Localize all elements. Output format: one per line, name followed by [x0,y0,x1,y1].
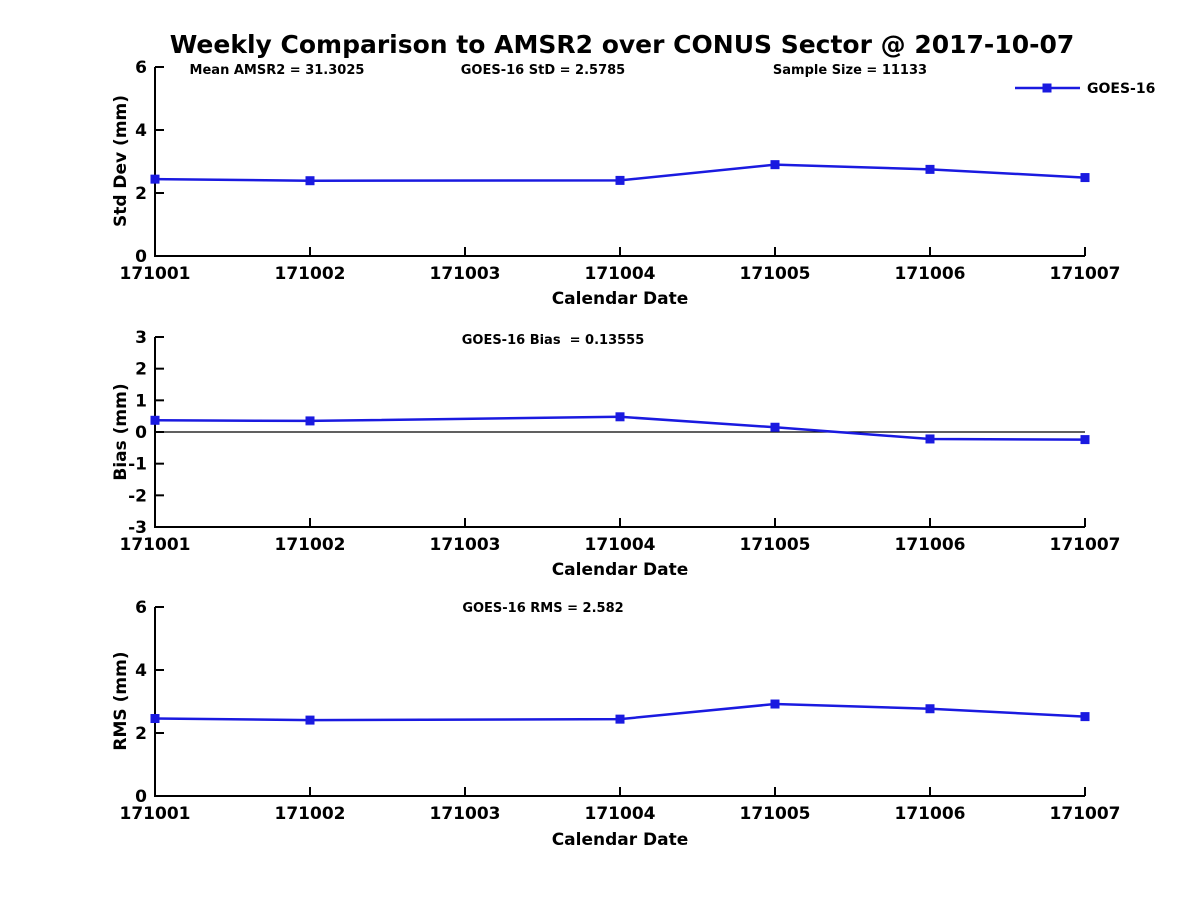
y-tick-label: 6 [135,598,147,618]
x-tick-label: 171004 [585,804,656,824]
subplot-rms: GOES-16 RMS = 2.582 RMS (mm) Calendar Da… [111,598,1120,850]
legend-label: GOES-16 [1087,81,1155,97]
x-tick-label: 171002 [275,804,346,824]
y-tick-label: 3 [135,328,147,348]
x-tick-label: 171003 [430,535,501,555]
x-tick-label: 171007 [1050,535,1121,555]
y-tick-label: -1 [128,455,147,475]
annotation-sample-size: Sample Size = 11133 [773,63,927,78]
y-axis-label: RMS (mm) [111,651,131,750]
data-point-marker [150,415,160,425]
x-tick-label: 171006 [895,264,966,284]
data-point-marker [615,175,625,185]
data-point-marker [925,164,935,174]
x-tick-label: 171001 [120,804,191,824]
y-axis-label: Bias (mm) [111,383,131,480]
legend: GOES-16 [1015,81,1155,97]
data-point-marker [770,422,780,432]
figure-title: Weekly Comparison to AMSR2 over CONUS Se… [170,30,1075,59]
series-line [154,702,1086,722]
x-tick-label: 171007 [1050,804,1121,824]
data-point-marker [150,714,160,724]
data-point-marker [150,174,160,184]
x-tick-label: 171005 [740,264,811,284]
y-tick-label: 1 [135,391,147,411]
data-point-marker [305,715,315,725]
annotation-goes16-std: GOES-16 StD = 2.5785 [461,63,625,78]
subplot-bias: GOES-16 Bias = 0.13555 Bias (mm) Calenda… [111,328,1120,580]
y-tick-label: 2 [135,184,147,204]
axis-ticks: 171001 171002 171003 171004 171005 171006 1710… [120,58,1121,284]
annotation-mean-amsr2: Mean AMSR2 = 31.3025 [190,63,365,78]
data-series [150,412,1090,445]
y-tick-label: 6 [135,58,147,78]
axis-ticks: 171001 171002 171003 171004 171005 171006 1710… [120,598,1121,824]
x-tick-label: 171006 [895,804,966,824]
x-tick-label: 171007 [1050,264,1121,284]
x-tick-label: 171001 [120,535,191,555]
annotation-goes16-rms: GOES-16 RMS = 2.582 [462,601,623,616]
data-point-marker [615,412,625,422]
x-tick-label: 171004 [585,535,656,555]
y-tick-label: 2 [135,724,147,744]
series-line [154,163,1086,182]
data-series [150,160,1090,186]
legend-marker-icon [1042,83,1052,93]
data-point-marker [305,416,315,426]
x-tick-label: 171005 [740,535,811,555]
data-point-marker [615,714,625,724]
subplot-stddev: Mean AMSR2 = 31.3025 GOES-16 StD = 2.578… [111,58,1155,309]
data-point-marker [925,704,935,714]
annotation-goes16-bias: GOES-16 Bias = 0.13555 [462,333,645,348]
x-tick-label: 171006 [895,535,966,555]
x-tick-label: 171002 [275,535,346,555]
axis-ticks: 171001 171002 171003 171004 171005 171006 1710… [120,328,1121,555]
x-tick-label: 171005 [740,804,811,824]
y-tick-label: 4 [135,661,147,681]
y-tick-label: 0 [135,247,147,267]
y-tick-label: 2 [135,360,147,380]
data-point-marker [770,160,780,170]
x-tick-label: 171003 [430,804,501,824]
data-point-marker [1080,173,1090,183]
data-point-marker [305,176,315,186]
y-tick-label: 0 [135,787,147,807]
series-line [154,415,1086,441]
axis-spines [154,607,1085,797]
y-tick-label: 0 [135,423,147,443]
x-axis-label: Calendar Date [552,560,689,580]
x-tick-label: 171003 [430,264,501,284]
y-axis-label: Std Dev (mm) [111,95,131,227]
y-tick-label: -3 [128,518,147,538]
y-tick-label: 4 [135,121,147,141]
data-point-marker [770,699,780,709]
data-point-marker [925,434,935,444]
x-axis-label: Calendar Date [552,830,689,850]
data-series [150,699,1090,725]
x-axis-label: Calendar Date [552,289,689,309]
axis-spines [154,67,1085,257]
x-tick-label: 171001 [120,264,191,284]
data-point-marker [1080,712,1090,722]
data-point-marker [1080,435,1090,445]
y-tick-label: -2 [128,486,147,506]
x-tick-label: 171004 [585,264,656,284]
x-tick-label: 171002 [275,264,346,284]
